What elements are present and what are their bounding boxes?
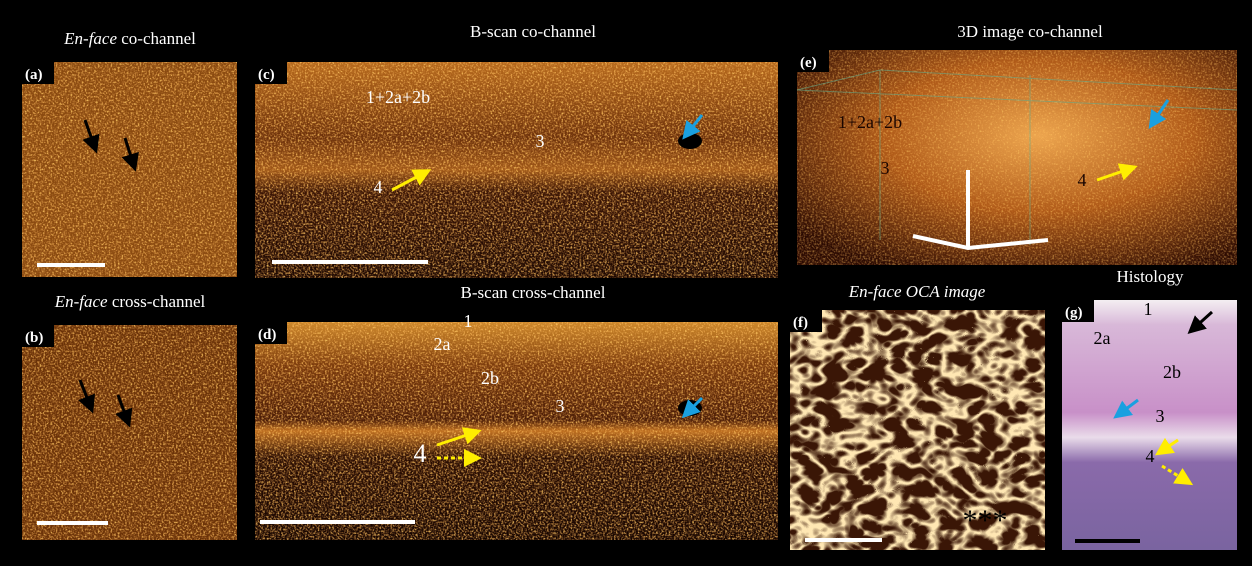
annotation: 3 <box>1156 406 1165 426</box>
annotation: 4 <box>374 177 383 197</box>
annotation: 4 <box>1078 170 1087 190</box>
panel-label: (d) <box>258 327 276 343</box>
panel-label: (a) <box>25 67 43 83</box>
panel-title: B-scan cross-channel <box>461 283 606 302</box>
title-text: 3D image co-channel <box>957 22 1103 41</box>
panel-title: 3D image co-channel <box>957 22 1103 41</box>
lumen <box>678 133 702 149</box>
title-italic: En-face <box>63 29 117 48</box>
annotation: 4 <box>414 439 427 468</box>
speckle <box>22 62 237 277</box>
annotation: 3 <box>536 131 545 151</box>
annotation: 1 <box>1144 299 1153 319</box>
figure: En-face co-channel (a) En-face cross-chann… <box>0 0 1252 566</box>
annotation: 1 <box>464 311 473 331</box>
annotation: 3 <box>881 158 890 178</box>
annotation: 3 <box>556 396 565 416</box>
panel-title: En-face cross-channel <box>54 292 206 311</box>
speckle <box>797 50 1237 265</box>
speckle <box>255 322 778 540</box>
panel: En-face cross-channel (b) <box>22 292 237 540</box>
panel-title: En-face OCA image <box>848 282 986 301</box>
panel-label: (c) <box>258 67 275 83</box>
speckle <box>22 325 237 540</box>
panel: 3D image co-channel (e) 1+2a+2b 3 4 <box>797 22 1237 265</box>
title-italic: En-face OCA image <box>848 282 986 301</box>
title-text: B-scan cross-channel <box>461 283 606 302</box>
panel-label: (b) <box>25 330 43 346</box>
annotation: 2a <box>1094 328 1111 348</box>
panel-label: (g) <box>1065 305 1083 321</box>
panel-label: (e) <box>800 55 817 71</box>
title-italic: En-face <box>54 292 108 311</box>
annotation: 2b <box>1163 362 1181 382</box>
title-text: co-channel <box>121 29 196 48</box>
annotation: 1+2a+2b <box>838 112 902 132</box>
annotation: *** <box>963 504 1008 537</box>
panel: Histology (g) 1 2a 2b 34 <box>1062 267 1237 550</box>
annotation: 1+2a+2b <box>366 87 430 107</box>
annotation: 4 <box>1146 446 1155 466</box>
panel-label: (f) <box>793 315 808 331</box>
speckle <box>255 62 778 278</box>
panel-title: Histology <box>1116 267 1184 286</box>
panel-image <box>1062 300 1237 550</box>
annotation: 2a <box>434 334 451 354</box>
panel: En-face co-channel (a) <box>22 29 237 277</box>
annotation: 2b <box>481 368 499 388</box>
panel-title: En-face co-channel <box>63 29 196 48</box>
title-text: cross-channel <box>112 292 206 311</box>
title-text: B-scan co-channel <box>470 22 596 41</box>
panel: En-face OCA image (f) *** <box>790 282 1045 550</box>
title-text: Histology <box>1116 267 1184 286</box>
panel-title: B-scan co-channel <box>470 22 596 41</box>
